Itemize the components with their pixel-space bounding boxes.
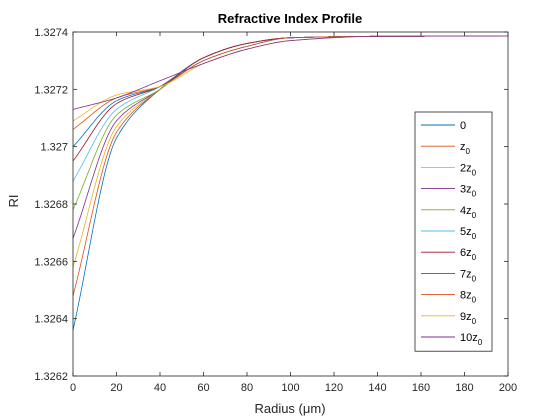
legend: 0 z0 2z0 3z0 4z0 5z0 6z0 7z0 8z0 9z0 10z0 (414, 111, 493, 352)
x-tick-label: 60 (197, 382, 209, 394)
x-axis-label: Radius (μm) (254, 401, 325, 416)
y-tick-label: 1.3272 (34, 84, 68, 96)
legend-label: 6z0 (460, 247, 477, 262)
axes-layer: 0 20 40 60 80 100 120 140 160 180 200 1.3262 1.3264 1… (34, 27, 517, 394)
x-tick-label: 160 (412, 382, 430, 394)
y-tick-label: 1.327 (40, 142, 68, 154)
legend-label: 7z0 (460, 268, 477, 283)
y-tick-label: 1.3274 (34, 27, 68, 39)
series-layer (72, 35, 509, 331)
legend-label: 9z0 (460, 311, 477, 326)
x-tick-label: 80 (241, 382, 253, 394)
x-tick-label: 120 (325, 382, 343, 394)
y-tick-label: 1.3266 (34, 256, 68, 268)
x-tick-label: 40 (154, 382, 166, 394)
legend-label: z0 (460, 141, 471, 156)
legend-label: 10z0 (460, 332, 483, 347)
x-tick-label: 0 (70, 382, 76, 394)
chart-title: Refractive Index Profile (218, 11, 363, 26)
y-tick-label: 1.3264 (34, 314, 68, 326)
x-tick-label: 20 (110, 382, 122, 394)
legend-label: 5z0 (460, 226, 477, 241)
legend-label: 8z0 (460, 290, 477, 305)
x-tick-label: 180 (455, 382, 473, 394)
legend-label: 4z0 (460, 205, 477, 220)
legend-label: 0 (460, 120, 466, 132)
y-tick-label: 1.3268 (34, 199, 68, 211)
y-axis-label: RI (6, 195, 21, 208)
y-tick-label: 1.3262 (34, 371, 68, 383)
x-tick-label: 140 (368, 382, 386, 394)
legend-label: 3z0 (460, 184, 477, 199)
legend-label: 2z0 (460, 162, 477, 177)
x-tick-label: 100 (281, 382, 299, 394)
series-line-10z0 (72, 35, 509, 110)
x-tick-label: 200 (499, 382, 517, 394)
legend-box (414, 111, 493, 352)
